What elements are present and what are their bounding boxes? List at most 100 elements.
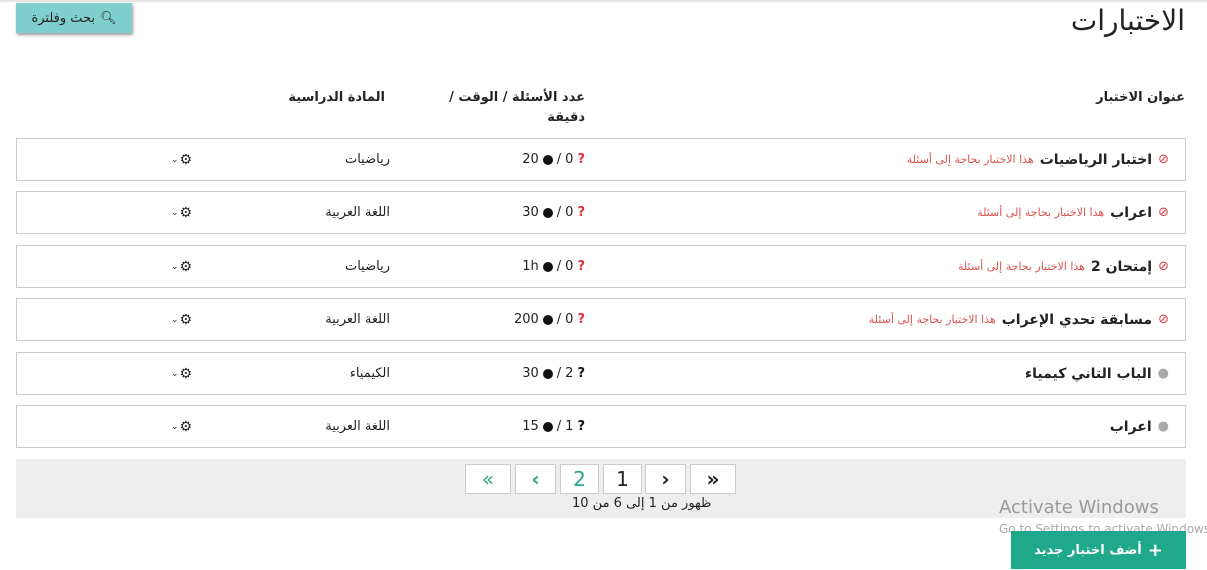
settings-dropdown[interactable]: ⌄ ⚙ — [171, 353, 192, 394]
test-title[interactable]: اعراب — [1109, 418, 1152, 435]
separator: / — [556, 312, 562, 327]
test-row: ● الباب التاني كيمياء ? 2 / 30 الكيمياء … — [16, 352, 1186, 395]
warning-text: هذا الاختبار بحاجة إلى أسئلة — [906, 153, 1034, 166]
test-row: ⦸ اختبار الرياضيات هذا الاختبار بحاجة إل… — [16, 138, 1186, 181]
settings-dropdown[interactable]: ⌄ ⚙ — [171, 139, 192, 180]
question-icon: ? — [577, 366, 585, 381]
question-icon: ? — [577, 419, 585, 434]
settings-dropdown[interactable]: ⌄ ⚙ — [171, 246, 192, 287]
test-title[interactable]: اعراب — [1110, 204, 1153, 221]
add-label: أضف اختبار جديد — [1034, 542, 1142, 558]
search-icon: 🔍︎ — [100, 10, 117, 26]
time-value: 200 — [513, 312, 539, 327]
first-page-button[interactable]: « — [465, 464, 511, 494]
questions-time-cell: ? 1 / 15 — [522, 406, 585, 447]
separator: / — [556, 259, 562, 274]
time-value: 30 — [522, 205, 539, 220]
question-icon: ? — [577, 312, 585, 327]
header-questions-time: عدد الأسئلة / الوقت / دقيقة — [449, 90, 585, 125]
clock-icon — [542, 314, 553, 325]
warning-text: هذا الاختبار بحاجة إلى أسئلة — [977, 206, 1105, 219]
chevron-down-icon: ⌄ — [171, 154, 179, 165]
check-circle-icon: ● — [1157, 419, 1169, 434]
clock-icon — [542, 368, 553, 379]
watermark-title: Activate Windows — [999, 497, 1159, 518]
question-count: 0 — [565, 259, 574, 274]
header-subject: المادة الدراسية — [288, 90, 385, 105]
title-cell: ● اعراب — [1110, 406, 1169, 447]
chevron-down-icon: ⌄ — [171, 207, 179, 218]
question-icon: ? — [577, 152, 585, 167]
page-1-button[interactable]: 1 — [603, 464, 642, 494]
gear-icon: ⚙ — [179, 311, 193, 328]
subject: رياضيات — [344, 152, 390, 167]
questions-time-cell: ? 0 / 200 — [514, 299, 585, 340]
plus-icon: + — [1147, 539, 1163, 561]
chevron-down-icon: ⌄ — [171, 368, 179, 379]
question-count: 1 — [565, 419, 574, 434]
question-icon: ? — [577, 205, 585, 220]
clock-icon — [542, 207, 553, 218]
subject: اللغة العربية — [325, 419, 390, 434]
questions-time-cell: ? 0 / 30 — [522, 192, 585, 233]
settings-dropdown[interactable]: ⌄ ⚙ — [171, 406, 192, 447]
time-value: 30 — [522, 366, 539, 381]
clock-icon — [542, 421, 553, 432]
questions-time-cell: ? 0 / 20 — [522, 139, 585, 180]
warning-text: هذا الاختبار بحاجة إلى أسئلة — [958, 260, 1085, 273]
clock-icon — [542, 154, 553, 165]
chevron-down-icon: ⌄ — [171, 421, 179, 432]
header-title: عنوان الاختبار — [1096, 90, 1185, 105]
gear-icon: ⚙ — [179, 418, 193, 435]
pagination: « ‹ 2 1 › » ظهور من 1 إلى 6 من 10 — [16, 459, 1186, 518]
chevron-down-icon: ⌄ — [171, 314, 179, 325]
title-cell: ⦸ اعراب هذا الاختبار بحاجة إلى أسئلة — [977, 192, 1169, 233]
settings-dropdown[interactable]: ⌄ ⚙ — [171, 299, 192, 340]
question-count: 2 — [565, 366, 574, 381]
gear-icon: ⚙ — [179, 258, 193, 275]
last-page-button[interactable]: » — [690, 464, 736, 494]
separator: / — [556, 152, 562, 167]
time-value: 1h — [522, 259, 539, 274]
title-cell: ● الباب التاني كيمياء — [1025, 353, 1169, 394]
clock-icon — [542, 261, 553, 272]
search-filter-button[interactable]: 🔍︎ بحث وفلترة — [16, 3, 132, 33]
check-circle-icon: ● — [1157, 366, 1169, 381]
page-title: الاختبارات — [1070, 4, 1185, 37]
separator: / — [556, 205, 562, 220]
separator: / — [556, 366, 562, 381]
time-value: 20 — [522, 152, 539, 167]
blocked-icon: ⦸ — [1158, 312, 1169, 327]
subject: اللغة العربية — [325, 312, 390, 327]
blocked-icon: ⦸ — [1158, 205, 1169, 220]
question-count: 0 — [565, 205, 574, 220]
test-title[interactable]: إمتحان 2 — [1090, 258, 1153, 275]
questions-time-cell: ? 0 / 1h — [522, 246, 585, 287]
question-icon: ? — [577, 259, 585, 274]
test-title[interactable]: الباب التاني كيمياء — [1024, 365, 1152, 382]
prev-page-button[interactable]: ‹ — [515, 464, 556, 494]
pagination-info: ظهور من 1 إلى 6 من 10 — [572, 496, 712, 511]
test-title[interactable]: مسابقة تحدي الإعراب — [1001, 311, 1153, 328]
questions-time-cell: ? 2 / 30 — [522, 353, 585, 394]
title-cell: ⦸ مسابقة تحدي الإعراب هذا الاختبار بحاجة… — [869, 299, 1169, 340]
title-cell: ⦸ اختبار الرياضيات هذا الاختبار بحاجة إل… — [907, 139, 1169, 180]
question-count: 0 — [565, 152, 574, 167]
time-value: 15 — [522, 419, 539, 434]
page-2-button[interactable]: 2 — [560, 464, 599, 494]
gear-icon: ⚙ — [179, 365, 193, 382]
title-cell: ⦸ إمتحان 2 هذا الاختبار بحاجة إلى أسئلة — [958, 246, 1169, 287]
separator: / — [556, 419, 562, 434]
question-count: 0 — [565, 312, 574, 327]
test-row: ⦸ اعراب هذا الاختبار بحاجة إلى أسئلة ? 0… — [16, 191, 1186, 234]
test-title[interactable]: اختبار الرياضيات — [1039, 151, 1153, 168]
gear-icon: ⚙ — [179, 151, 193, 168]
next-page-button[interactable]: › — [645, 464, 686, 494]
blocked-icon: ⦸ — [1158, 152, 1169, 167]
subject: الكيمياء — [349, 366, 390, 381]
settings-dropdown[interactable]: ⌄ ⚙ — [171, 192, 192, 233]
add-test-button[interactable]: + أضف اختبار جديد — [1011, 531, 1186, 569]
chevron-down-icon: ⌄ — [171, 261, 179, 272]
subject: اللغة العربية — [325, 205, 390, 220]
filter-label: بحث وفلترة — [31, 10, 96, 26]
